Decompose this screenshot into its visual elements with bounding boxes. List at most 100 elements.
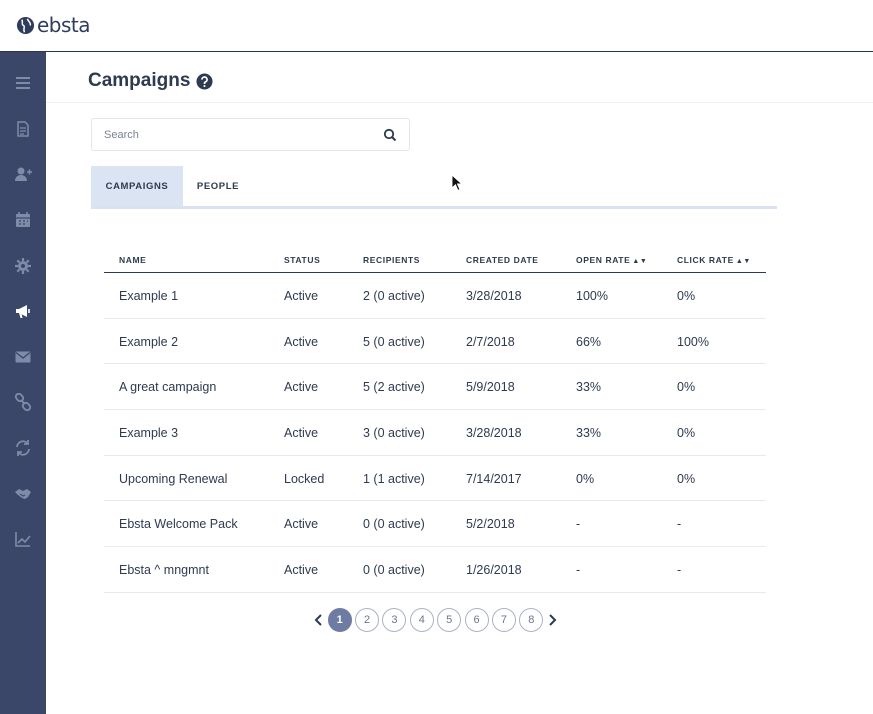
- search-icon[interactable]: [383, 128, 397, 142]
- tab-campaigns[interactable]: CAMPAIGNS: [91, 166, 183, 206]
- page-title-text: Campaigns: [88, 70, 191, 91]
- ebsta-logo[interactable]: ebsta: [16, 12, 91, 38]
- page-3-button[interactable]: 3: [382, 608, 407, 632]
- column-header-click-rate[interactable]: CLICK RATE ▲▼: [677, 255, 751, 265]
- sort-icon: ▲▼: [632, 258, 648, 265]
- tab-people[interactable]: PEOPLE: [196, 180, 240, 192]
- page-title: Campaigns: [88, 70, 213, 92]
- cell-name[interactable]: Example 1: [119, 289, 179, 303]
- cell-name[interactable]: Ebsta ^ mngmnt: [119, 563, 209, 578]
- calendar-icon[interactable]: [11, 208, 35, 232]
- table-row[interactable]: Example 3 Active 3 (0 active) 3/28/2018 …: [104, 410, 766, 456]
- page-6-button[interactable]: 6: [464, 608, 489, 632]
- page-1-button[interactable]: 1: [327, 608, 352, 632]
- pagination: 1 2 3 4 5 6 7 8: [310, 608, 561, 632]
- cell-status: Active: [284, 426, 319, 441]
- help-icon[interactable]: [196, 72, 213, 90]
- cell-created-date: 5/9/2018: [466, 380, 515, 395]
- handshake-icon[interactable]: [11, 482, 35, 506]
- globe-logo-icon: [16, 16, 35, 34]
- prev-page-button[interactable]: [310, 608, 326, 632]
- page-header: Campaigns: [46, 52, 873, 103]
- table-row[interactable]: A great campaign Active 5 (2 active) 5/9…: [104, 364, 766, 411]
- cell-click-rate: 0%: [677, 289, 696, 303]
- table-row[interactable]: Example 1 Active 2 (0 active) 3/28/2018 …: [104, 273, 766, 319]
- chevron-right-icon: [549, 614, 557, 626]
- sort-icon: ▲▼: [735, 258, 751, 265]
- cell-recipients: 5 (0 active): [363, 334, 425, 349]
- cell-recipients: 1 (1 active): [363, 471, 425, 486]
- cell-recipients: 3 (0 active): [363, 426, 425, 441]
- column-header-name[interactable]: NAME: [119, 255, 147, 265]
- document-icon[interactable]: [11, 117, 35, 141]
- column-header-open-rate[interactable]: OPEN RATE ▲▼: [576, 255, 647, 265]
- table-row[interactable]: Ebsta Welcome Pack Active 0 (0 active) 5…: [104, 501, 766, 548]
- column-header-click-rate-label: CLICK RATE: [677, 255, 734, 265]
- column-header-recipients[interactable]: RECIPIENTS: [363, 255, 421, 265]
- cell-open-rate: 33%: [576, 380, 602, 395]
- cell-open-rate: -: [576, 517, 581, 532]
- mouse-cursor-icon: [451, 174, 463, 191]
- table-row[interactable]: Example 2 Active 5 (0 active) 2/7/2018 6…: [104, 319, 766, 365]
- cell-status: Active: [284, 563, 319, 578]
- page-2-button[interactable]: 2: [355, 608, 380, 632]
- cell-created-date: 3/28/2018: [466, 289, 522, 303]
- table-header: NAME STATUS RECIPIENTS CREATED DATE OPEN…: [104, 247, 766, 273]
- table-row[interactable]: Upcoming Renewal Locked 1 (1 active) 7/1…: [104, 456, 766, 502]
- cell-created-date: 3/28/2018: [466, 426, 522, 441]
- cell-status: Locked: [284, 471, 325, 486]
- cell-created-date: 7/14/2017: [466, 471, 522, 486]
- cell-click-rate: 0%: [677, 471, 696, 486]
- cell-recipients: 0 (0 active): [363, 563, 425, 578]
- cell-open-rate: -: [576, 563, 581, 578]
- cell-recipients: 2 (0 active): [363, 289, 425, 303]
- table-row[interactable]: Ebsta ^ mngmnt Active 0 (0 active) 1/26/…: [104, 547, 766, 593]
- cell-open-rate: 33%: [576, 426, 602, 441]
- cell-open-rate: 66%: [576, 334, 602, 349]
- campaigns-table: NAME STATUS RECIPIENTS CREATED DATE OPEN…: [104, 247, 766, 593]
- cell-status: Active: [284, 334, 319, 349]
- megaphone-icon[interactable]: [11, 299, 35, 323]
- cell-click-rate: 0%: [677, 426, 696, 441]
- cell-name[interactable]: A great campaign: [119, 380, 217, 395]
- cell-click-rate: -: [677, 563, 682, 578]
- next-page-button[interactable]: [545, 608, 561, 632]
- cell-created-date: 5/2/2018: [466, 517, 515, 532]
- cell-name[interactable]: Upcoming Renewal: [119, 471, 228, 486]
- page-4-button[interactable]: 4: [409, 608, 434, 632]
- search-box: [91, 118, 410, 151]
- line-chart-icon[interactable]: [11, 527, 35, 551]
- cell-click-rate: 100%: [677, 334, 709, 349]
- cell-created-date: 2/7/2018: [466, 334, 515, 349]
- menu-icon[interactable]: [11, 71, 35, 95]
- page-5-button[interactable]: 5: [437, 608, 462, 632]
- sync-icon[interactable]: [11, 436, 35, 460]
- cell-open-rate: 100%: [576, 289, 608, 303]
- column-header-created-date[interactable]: CREATED DATE: [466, 255, 539, 265]
- page-7-button[interactable]: 7: [491, 608, 516, 632]
- cell-status: Active: [284, 380, 319, 395]
- cell-click-rate: -: [677, 517, 682, 532]
- cell-created-date: 1/26/2018: [466, 563, 522, 578]
- cell-name[interactable]: Example 2: [119, 334, 179, 349]
- sidebar: [0, 52, 46, 714]
- chevron-left-icon: [314, 614, 322, 626]
- cell-recipients: 5 (2 active): [363, 380, 425, 395]
- cell-name[interactable]: Example 3: [119, 426, 179, 441]
- gear-icon[interactable]: [11, 254, 35, 278]
- add-user-icon[interactable]: [11, 162, 35, 186]
- cell-click-rate: 0%: [677, 380, 696, 395]
- cell-status: Active: [284, 517, 319, 532]
- column-header-status[interactable]: STATUS: [284, 255, 321, 265]
- cell-name[interactable]: Ebsta Welcome Pack: [119, 517, 238, 532]
- page-8-button[interactable]: 8: [519, 608, 544, 632]
- logo-text: ebsta: [37, 13, 91, 37]
- cell-status: Active: [284, 289, 319, 303]
- envelope-icon[interactable]: [11, 345, 35, 369]
- search-input[interactable]: [104, 127, 364, 143]
- top-bar: ebsta: [0, 0, 873, 52]
- link-icon[interactable]: [11, 390, 35, 414]
- cell-recipients: 0 (0 active): [363, 517, 425, 532]
- column-header-open-rate-label: OPEN RATE: [576, 255, 631, 265]
- tab-bar: CAMPAIGNS PEOPLE: [91, 166, 777, 209]
